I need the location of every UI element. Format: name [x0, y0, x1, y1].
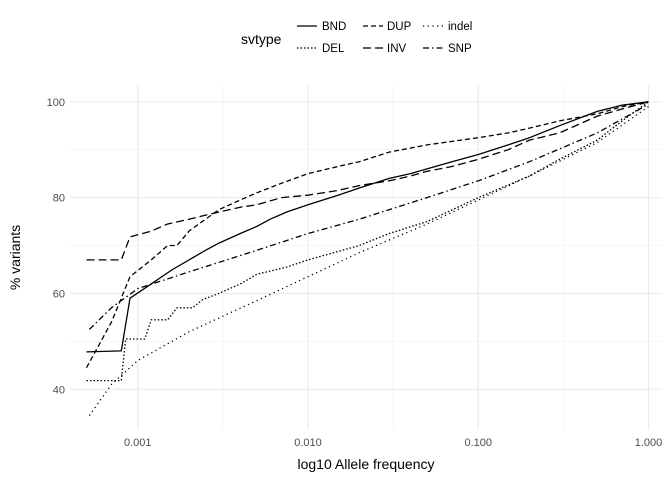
series-line-inv: [86, 101, 649, 261]
x-tick-label: 1.000: [635, 437, 663, 449]
series-line-snp: [88, 103, 649, 330]
legend-label-snp: SNP: [448, 43, 472, 55]
legend-label-inv: INV: [387, 43, 407, 55]
legend: svtype BND DEL DUP INV indel SNP: [241, 21, 472, 55]
x-tick-label: 0.010: [294, 437, 322, 449]
x-axis-title: log10 Allele frequency: [298, 456, 435, 472]
series-line-del: [86, 101, 649, 382]
series-line-bnd: [86, 101, 649, 353]
y-tick-label: 60: [53, 288, 65, 300]
y-tick-label: 100: [47, 97, 65, 109]
legend-label-bnd: BND: [322, 21, 346, 33]
series-line-dup: [85, 101, 649, 369]
y-tick-label: 40: [53, 384, 65, 396]
y-tick-label: 80: [53, 193, 65, 205]
x-tick-label: 0.100: [464, 437, 492, 449]
y-axis-title: % variants: [7, 225, 23, 290]
series-line-indel: [88, 106, 649, 416]
x-axis-ticks: 0.001 0.010 0.100 1.000: [124, 437, 662, 449]
legend-label-indel: indel: [448, 21, 472, 33]
x-tick-label: 0.001: [124, 437, 152, 449]
legend-label-dup: DUP: [387, 21, 412, 33]
legend-label-del: DEL: [322, 43, 345, 55]
grid: [70, 85, 662, 430]
series-layer: [85, 101, 649, 416]
legend-title: svtype: [241, 31, 282, 47]
y-axis-ticks: 40 60 80 100: [47, 97, 65, 397]
